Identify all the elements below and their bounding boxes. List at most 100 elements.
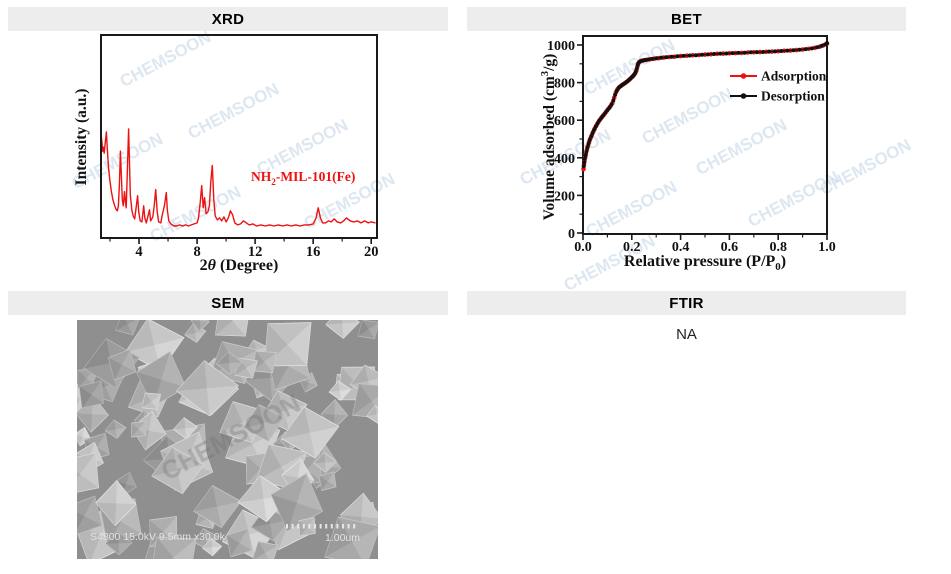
crystal-facet-dark: [95, 502, 116, 526]
crystal-facet-light: [296, 473, 323, 512]
scale-tick: [314, 524, 316, 529]
crystal-facet-light: [161, 351, 186, 388]
data-point: [819, 43, 824, 48]
sem-crystal: [77, 495, 103, 536]
crystal-facet-dark: [299, 379, 309, 393]
panel-title-sem: SEM: [211, 294, 245, 312]
crystal-facet-dark: [151, 447, 178, 476]
data-point: [634, 67, 639, 72]
crystal-facet-dark: [176, 360, 207, 391]
x-tick-label: 0.0: [574, 240, 592, 255]
sem-crystal: [151, 446, 205, 495]
crystal-facet-light: [118, 542, 133, 555]
crystal-facet-light: [334, 399, 348, 416]
xrd-x-axis-title: 2θ (Degree): [200, 257, 279, 274]
crystal-facet-dark: [246, 455, 261, 485]
x-tick-label: 0.6: [721, 240, 739, 255]
panel-title-bet: BET: [671, 10, 702, 28]
data-point: [754, 50, 759, 55]
crystal-facet-light: [80, 453, 99, 488]
sem-crystal: [281, 406, 340, 459]
x-tick-label: 0.8: [769, 240, 787, 255]
crystal-facet-light: [127, 320, 140, 335]
watermark-text: CHEMSOON: [583, 177, 680, 241]
crystal-facet-light: [138, 421, 146, 436]
data-point: [748, 50, 753, 55]
crystal-facet-dark: [225, 419, 253, 458]
y-tick-label: 800: [554, 77, 575, 92]
crystal-facet-dark: [216, 351, 230, 364]
data-point: [791, 48, 796, 53]
crystal-facet-light: [376, 412, 378, 424]
crystal-facet-dark: [83, 338, 111, 369]
crystal-facet-light: [173, 538, 197, 559]
crystal-facet-light: [122, 349, 136, 372]
bet-x-axis: 0.0 0.2 0.4 0.6 0.8 1.0: [574, 234, 836, 255]
scale-tick: [347, 524, 350, 529]
crystal-facet-dark: [256, 444, 282, 481]
data-point: [730, 51, 735, 56]
data-point: [675, 54, 680, 59]
data-point: [767, 49, 771, 54]
data-point: [581, 164, 586, 169]
sem-crystal: [131, 420, 147, 438]
data-point: [718, 51, 723, 56]
crystal-facet-dark: [100, 509, 121, 545]
data-point: [633, 70, 638, 75]
sem-crystal: [318, 471, 337, 492]
x-tick-label: 1.0: [818, 240, 836, 255]
data-point: [664, 55, 669, 60]
crystal-facet-light: [120, 498, 142, 534]
sem-crystal: [299, 372, 318, 393]
scale-tick: [302, 524, 305, 529]
sem-crystal: [175, 360, 239, 417]
sem-crystal: [107, 348, 137, 381]
x-tick-label: 4: [135, 244, 142, 260]
sem-crystal: [270, 473, 323, 532]
data-point: [593, 124, 598, 129]
crystal-facet-dark: [252, 541, 266, 559]
ftir-na-value: NA: [676, 326, 697, 343]
data-point: [761, 50, 765, 54]
panel-header-xrd: XRD: [8, 7, 448, 31]
xrd-watermarks: CHEMSOONCHEMSOONCHEMSOONCHEMSOONCHEMSOON…: [69, 27, 398, 246]
crystal-facet-light: [126, 472, 137, 488]
sem-crystal: [105, 530, 133, 556]
sem-crystal: [190, 320, 210, 332]
crystal-facet-light: [195, 331, 206, 343]
crystal-facet-light: [239, 528, 252, 551]
panel-header-bet: BET: [467, 7, 906, 31]
xrd-trace: [100, 128, 376, 227]
crystal-facet-light: [252, 430, 280, 469]
crystal-facet-dark: [191, 320, 201, 331]
crystal-facet-dark: [77, 434, 83, 446]
sem-crystal: [172, 417, 198, 440]
data-point: [773, 49, 778, 54]
sem-crystal: [95, 479, 137, 527]
crystal-facet-dark: [202, 538, 212, 549]
crystal-facet-dark: [115, 320, 128, 331]
scale-tick: [297, 524, 300, 529]
data-point: [582, 160, 587, 165]
data-point: [809, 46, 814, 51]
crystal-facet-light: [297, 459, 314, 481]
y-tick-label: 1000: [547, 39, 575, 54]
crystal-facet-light: [327, 471, 337, 487]
crystal-facet-light: [309, 426, 339, 459]
crystal-facet-dark: [142, 392, 152, 408]
data-point: [785, 48, 790, 53]
sem-crystal: [216, 351, 243, 376]
data-point: [712, 52, 717, 56]
crystal-facet-dark: [79, 386, 92, 408]
scale-tick: [308, 524, 311, 529]
sem-crystal: [201, 538, 223, 557]
sem-crystal: [193, 484, 242, 529]
sem-crystal: [77, 452, 100, 496]
sem-crystal: [215, 320, 251, 337]
crystal-facet-dark: [77, 370, 87, 388]
crystal-facet-dark: [329, 381, 340, 393]
crystal-facet-dark: [243, 404, 264, 429]
crystal-facet-light: [177, 464, 204, 494]
crystal-facet-light: [82, 427, 91, 439]
